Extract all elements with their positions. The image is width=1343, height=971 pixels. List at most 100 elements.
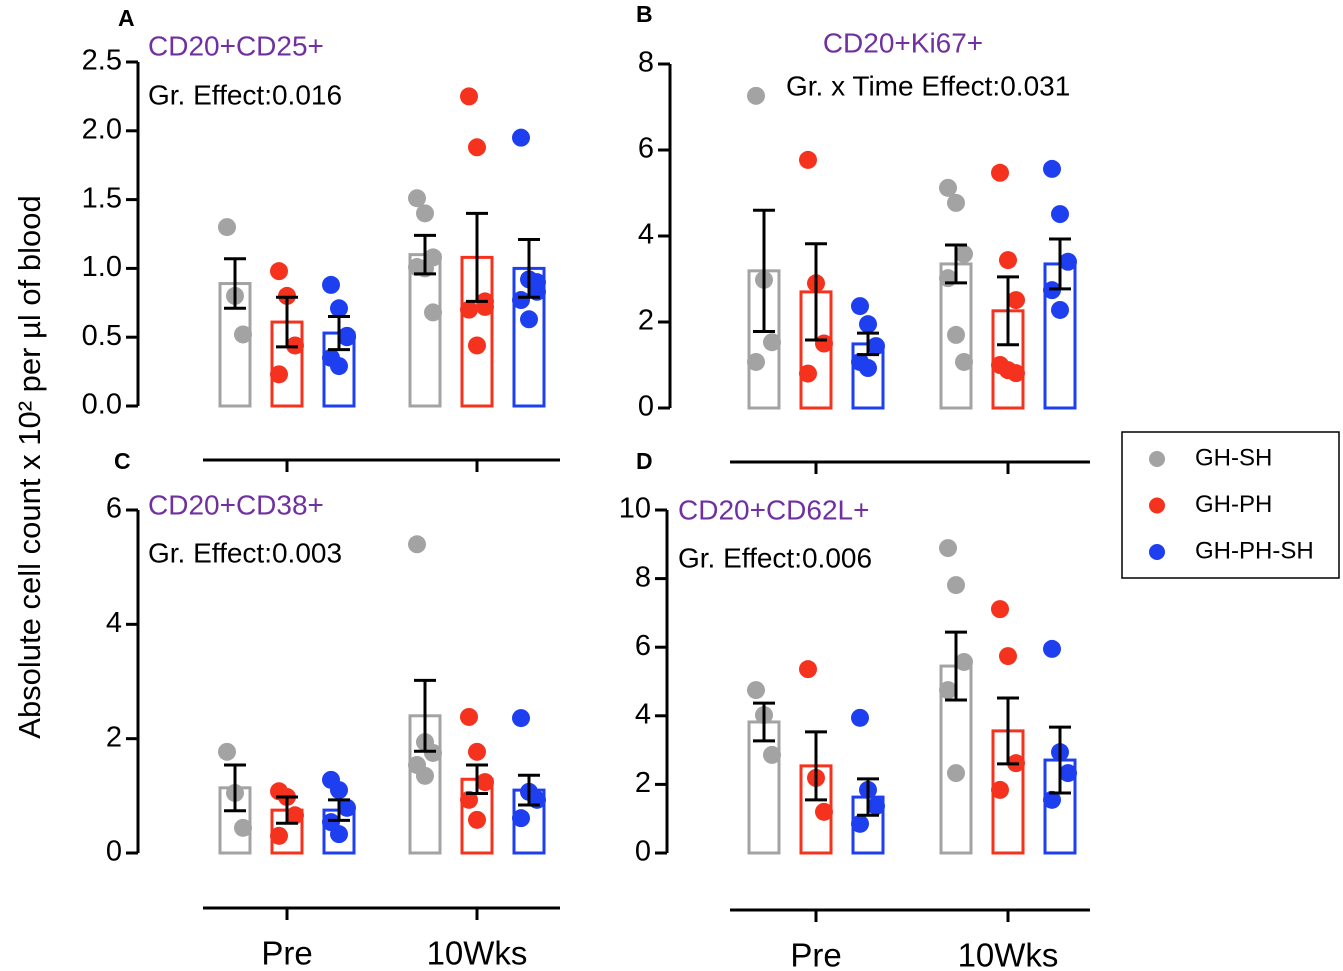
data-point bbox=[1059, 252, 1077, 271]
data-point bbox=[270, 262, 288, 281]
data-point bbox=[330, 299, 348, 318]
data-point bbox=[270, 365, 288, 384]
annotation: Gr. Effect:0.003 bbox=[148, 537, 342, 568]
data-point bbox=[859, 315, 877, 334]
data-point bbox=[1043, 159, 1061, 178]
data-point bbox=[520, 310, 538, 329]
error-bar bbox=[857, 777, 879, 817]
data-point bbox=[947, 764, 965, 783]
error-bar bbox=[328, 315, 350, 352]
data-point bbox=[460, 300, 478, 319]
data-point bbox=[424, 743, 442, 762]
data-point bbox=[1007, 364, 1025, 383]
error-bar bbox=[857, 331, 879, 357]
error-bar bbox=[945, 243, 967, 285]
data-point bbox=[512, 128, 530, 147]
data-point bbox=[416, 766, 434, 785]
y-tick-label: 4 bbox=[638, 219, 654, 251]
data-point bbox=[234, 818, 252, 837]
data-point bbox=[338, 798, 356, 817]
data-point bbox=[991, 600, 1009, 619]
data-point bbox=[851, 814, 869, 833]
error-bar bbox=[276, 295, 298, 349]
data-point bbox=[851, 297, 869, 316]
data-point bbox=[1043, 639, 1061, 658]
error-bar bbox=[224, 257, 246, 310]
y-tick-label: 1.5 bbox=[82, 182, 122, 214]
data-point bbox=[1051, 205, 1069, 224]
data-point bbox=[999, 647, 1017, 666]
annotation: Gr. x Time Effect:0.031 bbox=[786, 70, 1070, 101]
data-point bbox=[286, 806, 304, 825]
error-bar bbox=[945, 630, 967, 702]
legend-marker bbox=[1149, 544, 1165, 560]
error-bar bbox=[276, 795, 298, 825]
data-point bbox=[999, 251, 1017, 270]
y-tick-label: 2.5 bbox=[82, 45, 122, 77]
data-point bbox=[939, 539, 957, 558]
data-point bbox=[416, 204, 434, 223]
y-tick-label: 2 bbox=[106, 721, 122, 753]
data-point bbox=[330, 825, 348, 844]
data-point bbox=[747, 352, 765, 371]
data-point bbox=[1043, 790, 1061, 809]
data-point bbox=[867, 337, 885, 356]
error-bar bbox=[518, 238, 540, 299]
data-point bbox=[322, 275, 340, 294]
error-bar bbox=[224, 763, 246, 813]
x-tick-label: Pre bbox=[790, 937, 841, 971]
data-point bbox=[991, 163, 1009, 182]
y-tick-label: 0 bbox=[638, 391, 654, 423]
y-tick-label: 2 bbox=[638, 305, 654, 337]
data-point bbox=[939, 681, 957, 700]
data-point bbox=[947, 576, 965, 595]
data-point bbox=[851, 708, 869, 727]
panel-title: CD20+CD62L+ bbox=[678, 494, 869, 525]
data-point bbox=[218, 742, 236, 761]
legend-marker bbox=[1149, 451, 1165, 467]
y-tick-label: 2.0 bbox=[82, 113, 122, 145]
data-point bbox=[747, 86, 765, 105]
error-bar bbox=[997, 696, 1019, 766]
data-point bbox=[763, 333, 781, 352]
data-point bbox=[947, 325, 965, 344]
data-point bbox=[330, 357, 348, 376]
error-bar bbox=[805, 730, 827, 802]
data-point bbox=[408, 535, 426, 554]
data-point bbox=[460, 790, 478, 809]
data-point bbox=[424, 303, 442, 322]
y-tick-label: 0.0 bbox=[82, 389, 122, 421]
error-bar bbox=[805, 242, 827, 342]
annotation: Gr. Effect:0.016 bbox=[148, 79, 342, 110]
data-point bbox=[1059, 764, 1077, 783]
panel-letter: C bbox=[114, 448, 131, 474]
data-point bbox=[991, 780, 1009, 799]
panel-letter: D bbox=[636, 448, 653, 474]
data-point bbox=[947, 193, 965, 212]
error-bar bbox=[1049, 237, 1071, 291]
y-tick-label: 8 bbox=[635, 561, 651, 593]
panel-letter: A bbox=[118, 5, 135, 31]
data-point bbox=[460, 707, 478, 726]
data-point bbox=[270, 826, 288, 845]
y-tick-label: 4 bbox=[106, 607, 122, 639]
data-point bbox=[747, 681, 765, 700]
y-tick-label: 6 bbox=[638, 133, 654, 165]
panel-letter: B bbox=[636, 1, 653, 27]
panel-title: CD20+Ki67+ bbox=[823, 27, 983, 58]
error-bar bbox=[753, 701, 775, 743]
legend-label: GH-SH bbox=[1195, 444, 1272, 471]
panel-title: CD20+CD38+ bbox=[148, 489, 324, 520]
data-point bbox=[799, 150, 817, 169]
panel-title: CD20+CD25+ bbox=[148, 30, 324, 61]
error-bar bbox=[466, 211, 488, 303]
data-point bbox=[460, 87, 478, 106]
legend-marker bbox=[1149, 497, 1165, 514]
annotation: Gr. Effect:0.006 bbox=[678, 542, 872, 573]
y-tick-label: 0 bbox=[106, 836, 122, 868]
data-point bbox=[939, 269, 957, 288]
x-tick-label: 10Wks bbox=[958, 937, 1059, 971]
data-point bbox=[512, 709, 530, 728]
y-tick-label: 2 bbox=[635, 767, 651, 799]
